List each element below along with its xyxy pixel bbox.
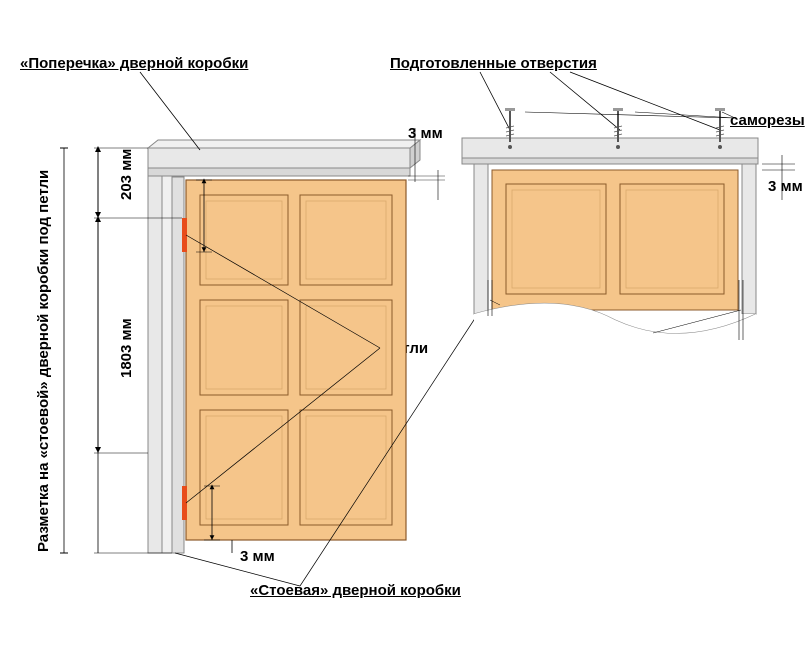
screw-1 [505,108,515,142]
right-detail [462,108,795,340]
diagram-svg [0,0,807,650]
screw-3 [715,108,725,142]
